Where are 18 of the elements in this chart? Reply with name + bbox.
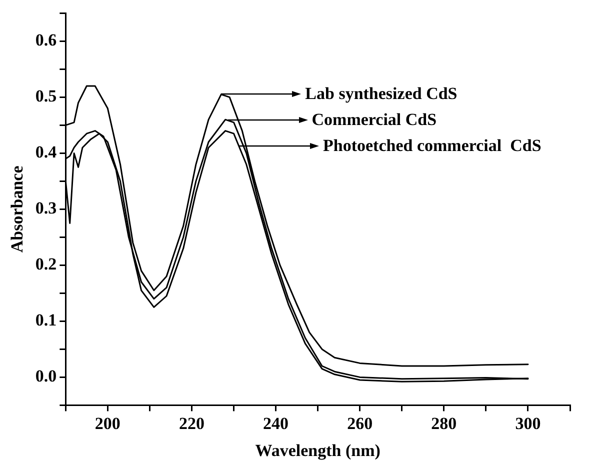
y-tick-label: 0.5 — [35, 86, 57, 106]
legend-label: Lab synthesized CdS — [305, 84, 458, 103]
legend-label: Photoetched commercial CdS — [323, 136, 542, 155]
y-tick-label: 0.6 — [35, 30, 57, 50]
legend-label: Commercial CdS — [312, 110, 437, 129]
y-tick-label: 0.2 — [35, 254, 57, 274]
y-tick-label: 0.4 — [35, 142, 58, 162]
x-tick-label: 240 — [263, 414, 289, 433]
x-tick-label: 300 — [515, 414, 541, 433]
x-tick-label: 200 — [94, 414, 120, 433]
y-axis-title: Absorbance — [8, 165, 27, 253]
y-tick-label: 0.0 — [35, 366, 57, 386]
x-tick-label: 280 — [431, 414, 457, 433]
x-axis-title: Wavelength (nm) — [255, 441, 380, 460]
y-tick-label: 0.1 — [35, 310, 57, 330]
x-tick-label: 260 — [347, 414, 373, 433]
y-tick-label: 0.3 — [35, 198, 57, 218]
x-tick-label: 220 — [178, 414, 204, 433]
